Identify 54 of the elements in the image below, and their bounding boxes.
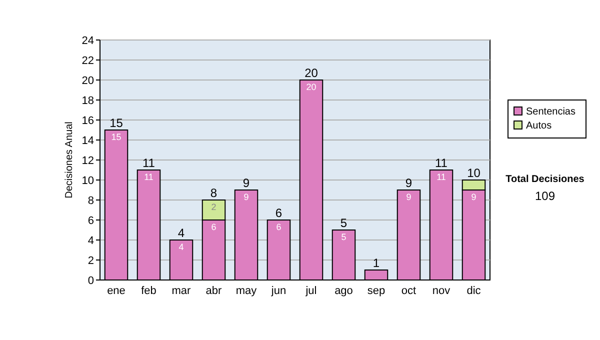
x-tick-label: may [236,285,258,297]
total-label: 4 [178,226,185,240]
x-tick-label: ene [107,285,126,297]
y-tick-label: 18 [82,94,94,107]
y-tick-label: 8 [88,194,94,207]
y-axis-title: Decisiones Anual [64,122,75,198]
y-tick-label: 14 [82,134,94,147]
total-label: 15 [110,116,124,130]
x-tick-label: mar [172,285,192,297]
y-tick-label: 10 [82,174,94,187]
data-label: 6 [211,222,216,232]
data-label: 20 [306,82,316,92]
legend-label: Sentencias [526,106,576,118]
data-label: 2 [211,202,216,212]
x-tick-label: feb [141,285,156,297]
y-tick-label: 12 [82,154,94,167]
data-label: 11 [144,172,154,182]
x-tick-label: sep [367,285,386,297]
legend-label: Autos [526,120,552,132]
y-tick-label: 22 [82,54,94,67]
data-label: 6 [276,222,282,232]
total-label: 9 [242,176,250,190]
total-label: 8 [210,186,218,200]
x-tick-label: ago [334,285,353,297]
total-label: 10 [467,166,481,180]
total-label: 9 [405,176,412,190]
y-tick-label: 16 [82,114,94,127]
total-label: 6 [275,206,282,220]
data-label: 9 [471,192,476,202]
x-tick-label: nov [432,285,451,297]
data-label: 5 [341,232,346,242]
text: 109 [534,189,556,203]
text: Total Decisiones [506,174,585,185]
data-label: 4 [178,242,184,252]
x-tick-label: dic [466,285,482,297]
total-label: 11 [142,156,156,170]
y-tick-label: 6 [88,214,94,227]
total-label: 5 [340,216,348,230]
data-label: 9 [244,192,249,202]
y-tick-label: 0 [88,274,94,287]
y-tick-label: 4 [88,234,94,247]
x-tick-label: abr [206,285,222,297]
y-tick-label: 20 [82,74,94,87]
y-tick-label: 2 [88,254,94,267]
x-tick-label: jun [270,285,286,297]
y-tick-label: 24 [82,34,94,47]
data-label: 15 [111,132,122,142]
x-tick-label: oct [401,285,416,297]
total-label: 11 [435,156,448,170]
data-label: 11 [436,172,446,182]
total-label: 20 [304,66,318,80]
total-label: 1 [372,256,380,270]
x-tick-label: jul [304,285,317,297]
data-label: 9 [406,192,412,202]
